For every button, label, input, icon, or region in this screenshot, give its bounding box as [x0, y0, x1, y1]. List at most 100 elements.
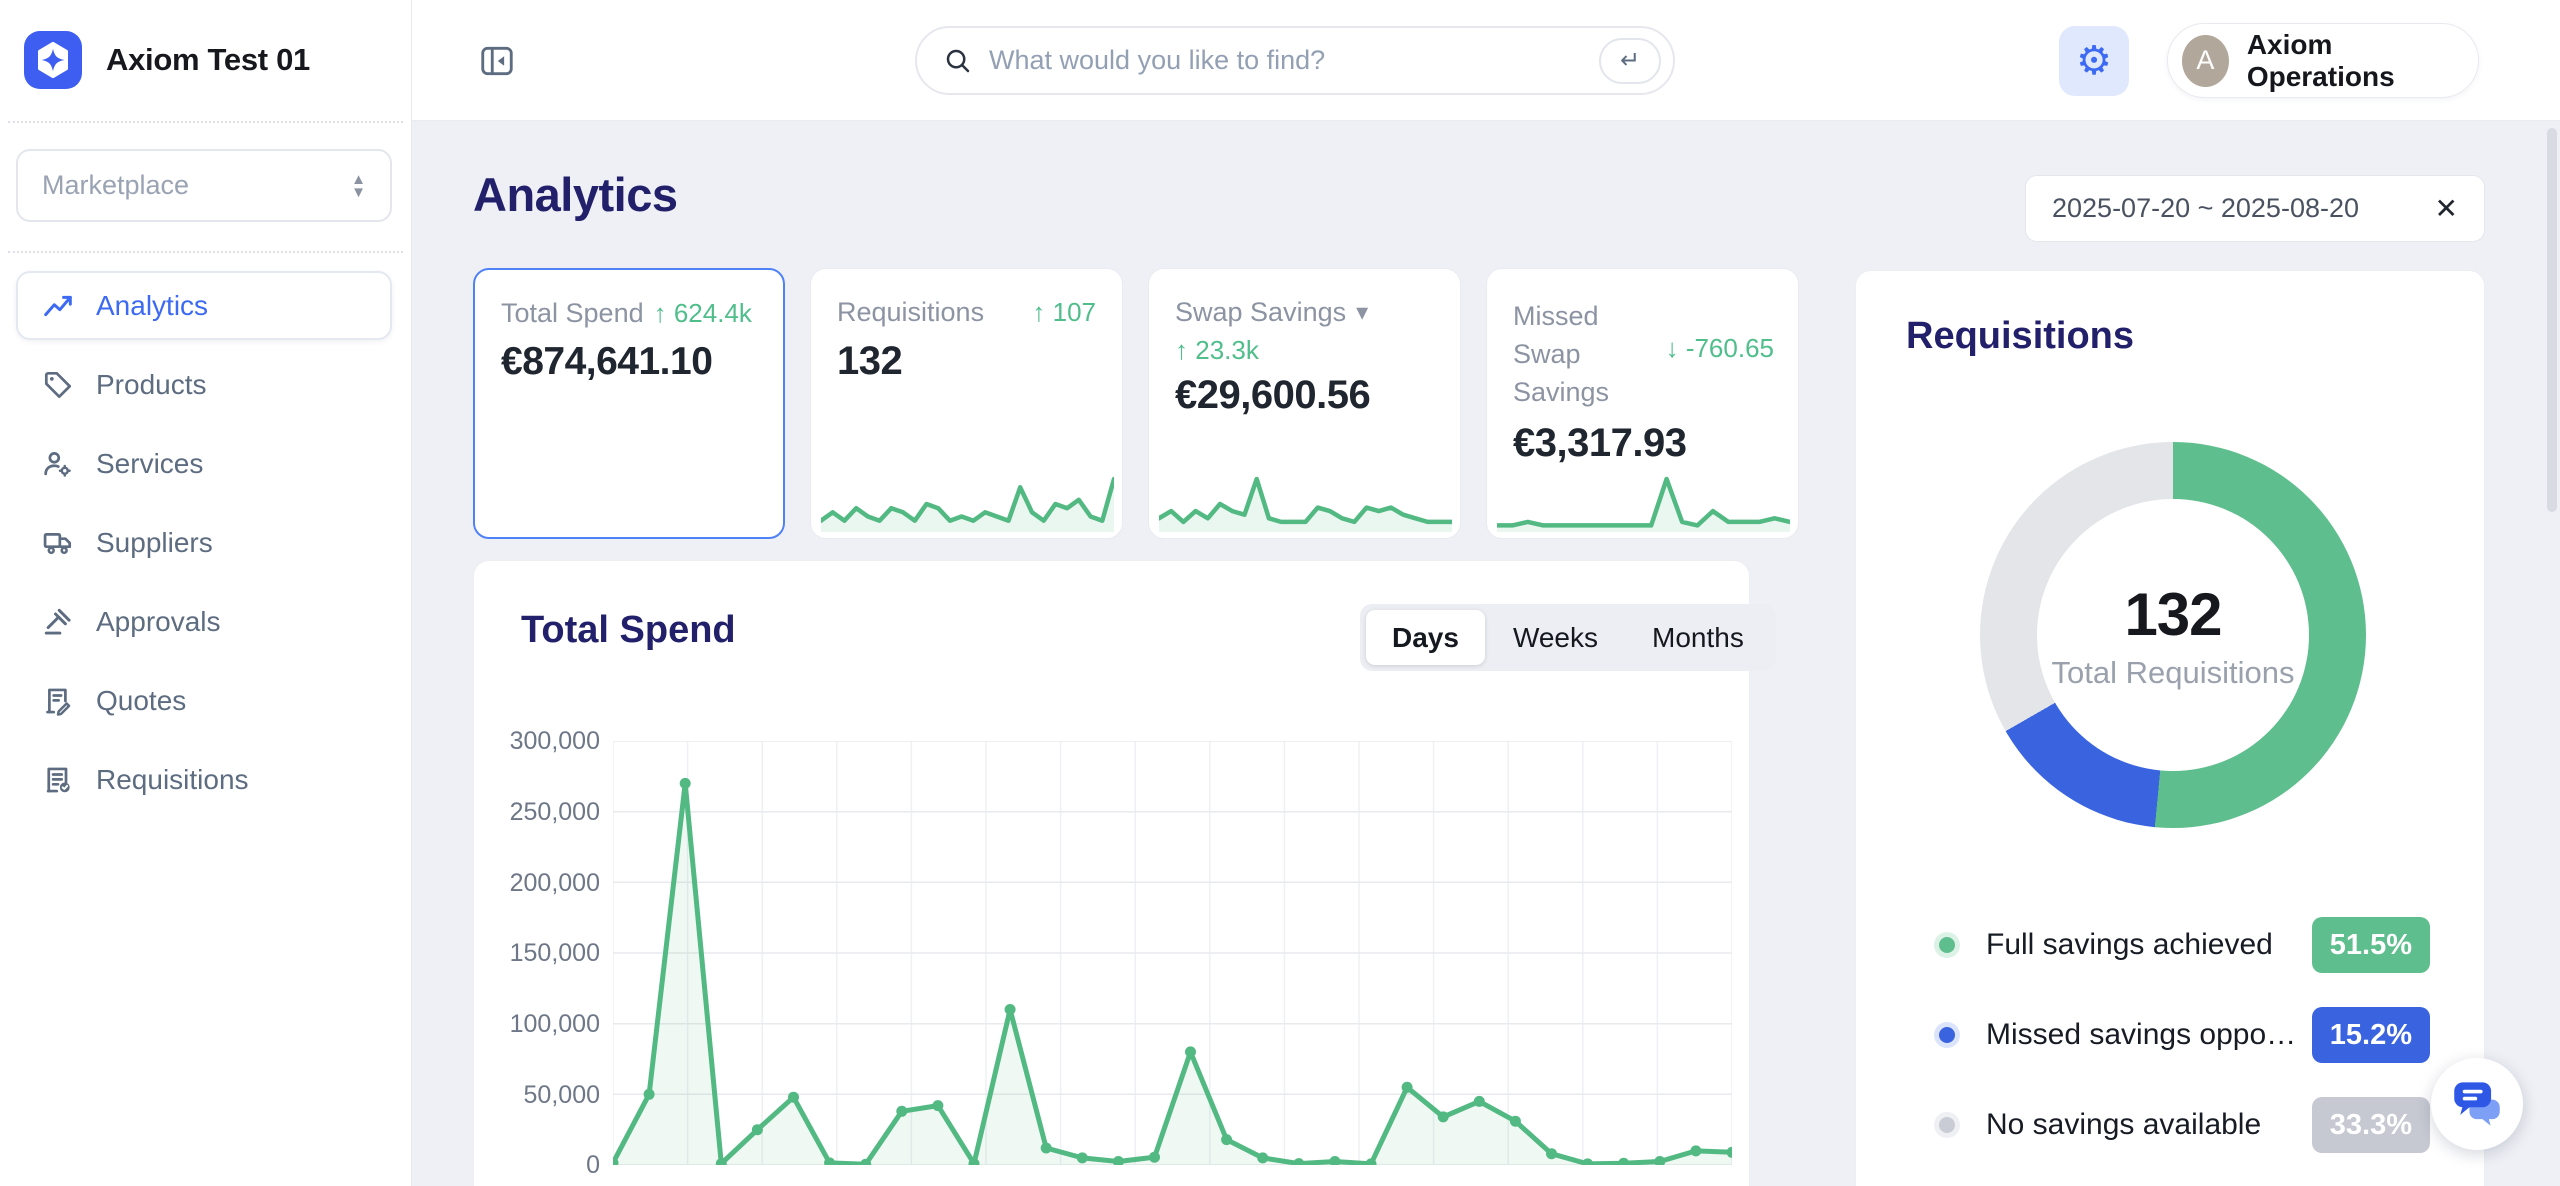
- tag-icon: [42, 369, 74, 401]
- stat-value: €874,641.10: [501, 340, 712, 384]
- y-axis-tick: 200,000: [480, 869, 600, 898]
- account-menu[interactable]: A Axiom Operations: [2167, 23, 2479, 98]
- total-spend-chart-card: Total Spend Days Weeks Months 300,000 25…: [473, 560, 1750, 1186]
- sidebar-item-analytics[interactable]: Analytics: [16, 271, 392, 340]
- stat-card-swap-savings[interactable]: Swap Savings ▾ ↑ 23.3k €29,600.56: [1148, 268, 1461, 539]
- sparkline-chart: [1497, 472, 1790, 534]
- topbar: ↵ ⚙ A Axiom Operations: [412, 0, 2560, 121]
- arrow-up-icon: ↑: [1032, 297, 1045, 327]
- select-spinner-icon: ▲▼: [351, 173, 366, 199]
- sidebar-menu: Analytics Products Services: [16, 271, 392, 824]
- app-name: Axiom Test 01: [106, 42, 310, 78]
- date-range-value: 2025-07-20 ~ 2025-08-20: [2052, 193, 2435, 224]
- y-axis-tick: 150,000: [480, 939, 600, 968]
- caret-down-icon[interactable]: ▾: [1356, 298, 1368, 327]
- legend-label: Full savings achieved: [1986, 928, 2312, 962]
- stat-label: Requisitions: [837, 297, 984, 328]
- tab-weeks[interactable]: Weeks: [1487, 610, 1624, 665]
- stat-label: Total Spend: [501, 298, 644, 329]
- arrow-up-icon: ↑: [1175, 335, 1188, 365]
- stamp-icon: [42, 606, 74, 638]
- legend-row-missed-savings: Missed savings oppo… 15.2%: [1934, 1006, 2430, 1064]
- app-logo-icon: [24, 31, 82, 89]
- arrow-down-icon: ↓: [1666, 333, 1679, 363]
- sidebar-item-label: Analytics: [96, 290, 208, 322]
- account-name: Axiom Operations: [2247, 29, 2464, 93]
- arrow-up-icon: ↑: [654, 298, 667, 328]
- legend-row-full-savings: Full savings achieved 51.5%: [1934, 916, 2430, 974]
- trend-up: ↑ 23.3k: [1175, 335, 1259, 366]
- sidebar-item-label: Products: [96, 369, 207, 401]
- search-input[interactable]: [989, 45, 1599, 76]
- sidebar-item-label: Quotes: [96, 685, 186, 717]
- legend-dot-blue: [1934, 1022, 1960, 1048]
- enter-icon: ↵: [1620, 46, 1640, 75]
- main-content: Analytics 2025-07-20 ~ 2025-08-20 ✕ Tota…: [412, 121, 2560, 1186]
- sidebar-item-approvals[interactable]: Approvals: [16, 587, 392, 656]
- clear-date-icon[interactable]: ✕: [2435, 192, 2458, 225]
- trend-line-icon: [42, 290, 74, 322]
- sidebar-item-label: Services: [96, 448, 203, 480]
- stat-card-requisitions[interactable]: Requisitions ↑ 107 132: [810, 268, 1123, 539]
- legend-dot-gray: [1934, 1112, 1960, 1138]
- avatar: A: [2182, 35, 2229, 87]
- truck-icon: [42, 527, 74, 559]
- tab-days[interactable]: Days: [1366, 610, 1485, 665]
- sidebar: Axiom Test 01 Marketplace ▲▼ Analytics P…: [0, 0, 412, 1186]
- stat-card-missed-swap-savings[interactable]: Missed Swap Savings ↓ -760.65 €3,317.93: [1486, 268, 1799, 539]
- sidebar-item-suppliers[interactable]: Suppliers: [16, 508, 392, 577]
- tab-months[interactable]: Months: [1626, 610, 1770, 665]
- legend-percent-badge: 51.5%: [2312, 917, 2430, 973]
- period-tabs: Days Weeks Months: [1360, 604, 1776, 671]
- stat-value: €3,317.93: [1513, 421, 1686, 466]
- date-range-picker[interactable]: 2025-07-20 ~ 2025-08-20 ✕: [2025, 175, 2485, 242]
- sidebar-item-services[interactable]: Services: [16, 429, 392, 498]
- requisitions-donut-chart: 132 Total Requisitions: [1980, 442, 2366, 828]
- sidebar-collapse-button[interactable]: [478, 42, 516, 80]
- legend-dot-green: [1934, 932, 1960, 958]
- legend-label: No savings available: [1986, 1108, 2312, 1142]
- sidebar-item-label: Suppliers: [96, 527, 213, 559]
- sidebar-item-label: Requisitions: [96, 764, 249, 796]
- document-edit-icon: [42, 685, 74, 717]
- divider: [8, 121, 403, 123]
- legend-percent-badge: 33.3%: [2312, 1097, 2430, 1153]
- total-requisitions-label: Total Requisitions: [2052, 655, 2295, 691]
- sidebar-item-label: Approvals: [96, 606, 221, 638]
- sparkline-chart: [821, 472, 1114, 534]
- sidebar-item-requisitions[interactable]: Requisitions: [16, 745, 392, 814]
- legend-percent-badge: 15.2%: [2312, 1007, 2430, 1063]
- y-axis-tick: 0: [480, 1151, 600, 1180]
- scrollbar-thumb[interactable]: [2547, 128, 2557, 512]
- chat-support-button[interactable]: [2431, 1058, 2523, 1150]
- y-axis-tick: 300,000: [480, 727, 600, 756]
- y-axis-tick: 250,000: [480, 798, 600, 827]
- legend-label: Missed savings oppo…: [1986, 1018, 2312, 1052]
- settings-button[interactable]: ⚙: [2059, 26, 2129, 96]
- legend-row-no-savings: No savings available 33.3%: [1934, 1096, 2430, 1154]
- divider: [8, 251, 403, 253]
- stat-value: 132: [837, 339, 902, 384]
- stat-value: €29,600.56: [1175, 373, 1370, 418]
- search-enter-button[interactable]: ↵: [1599, 38, 1661, 84]
- requisitions-panel: Requisitions 132 Total Requisitions Full…: [1855, 270, 2485, 1186]
- sparkline-chart: [1159, 472, 1452, 534]
- trend-down: ↓ -760.65: [1666, 333, 1774, 364]
- workspace-select-value: Marketplace: [42, 170, 351, 201]
- workspace-select[interactable]: Marketplace ▲▼: [16, 149, 392, 222]
- sidebar-item-quotes[interactable]: Quotes: [16, 666, 392, 735]
- chart-title: Total Spend: [521, 609, 736, 652]
- requisitions-title: Requisitions: [1906, 315, 2134, 358]
- global-search: ↵: [915, 26, 1675, 95]
- stat-card-total-spend[interactable]: Total Spend ↑ 624.4k €874,641.10: [473, 268, 785, 539]
- gear-icon: ⚙: [2076, 38, 2112, 84]
- document-check-icon: [42, 764, 74, 796]
- search-icon: [943, 46, 973, 76]
- chat-bubbles-icon: [2451, 1080, 2503, 1128]
- total-spend-line-chart: [613, 741, 1732, 1165]
- trend-up: ↑ 624.4k: [654, 298, 752, 329]
- person-gear-icon: [42, 448, 74, 480]
- stat-label: Swap Savings: [1175, 297, 1346, 328]
- total-requisitions-value: 132: [2124, 580, 2221, 649]
- sidebar-item-products[interactable]: Products: [16, 350, 392, 419]
